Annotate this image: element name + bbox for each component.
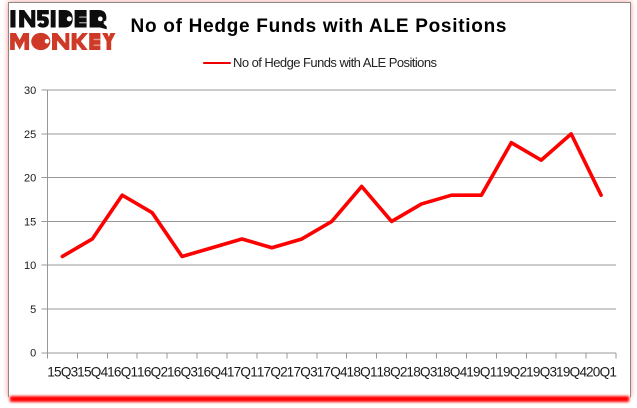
svg-text:0: 0 <box>30 348 36 360</box>
svg-text:19Q1: 19Q1 <box>466 365 496 380</box>
svg-text:30: 30 <box>24 85 36 97</box>
svg-text:25: 25 <box>24 129 36 141</box>
svg-text:20Q1: 20Q1 <box>586 365 616 380</box>
svg-text:16Q2: 16Q2 <box>137 365 167 380</box>
svg-text:18Q3: 18Q3 <box>406 365 436 380</box>
svg-text:17Q3: 17Q3 <box>287 365 317 380</box>
svg-text:17Q1: 17Q1 <box>227 365 257 380</box>
svg-text:15: 15 <box>24 216 36 228</box>
svg-text:5: 5 <box>30 304 36 316</box>
svg-text:10: 10 <box>24 260 36 272</box>
svg-text:17Q2: 17Q2 <box>257 365 287 380</box>
svg-text:19Q4: 19Q4 <box>556 365 587 380</box>
svg-text:19Q3: 19Q3 <box>526 365 556 380</box>
svg-text:18Q2: 18Q2 <box>376 365 406 380</box>
svg-text:16Q3: 16Q3 <box>167 365 197 380</box>
svg-text:18Q4: 18Q4 <box>436 365 467 380</box>
svg-text:17Q4: 17Q4 <box>317 365 348 380</box>
svg-text:19Q2: 19Q2 <box>496 365 526 380</box>
svg-text:16Q4: 16Q4 <box>197 365 228 380</box>
svg-text:18Q1: 18Q1 <box>347 365 377 380</box>
svg-text:15Q4: 15Q4 <box>77 365 108 380</box>
svg-text:20: 20 <box>24 173 36 185</box>
svg-text:15Q3: 15Q3 <box>47 365 77 380</box>
svg-text:16Q1: 16Q1 <box>107 365 137 380</box>
